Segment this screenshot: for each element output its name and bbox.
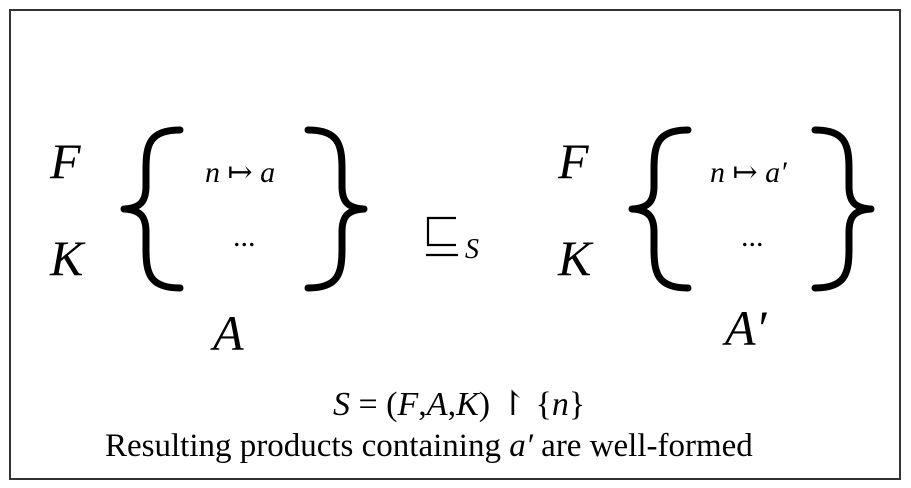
right-entry-arrow: ↦	[732, 156, 758, 189]
caption: Resulting products containing a′ are wel…	[105, 430, 753, 463]
formula-f: F	[397, 386, 419, 423]
formula-n: n	[551, 386, 569, 423]
left-entry-arrow: ↦	[227, 156, 253, 189]
square-subseteq-icon	[426, 216, 458, 257]
formula-end: }	[568, 386, 586, 423]
restriction-formula: S = (F,A,K) ↾ {n}	[333, 388, 585, 422]
right-row-label-k: K	[558, 230, 592, 286]
relation-subscript: S	[465, 234, 479, 265]
formula-eq: = (	[350, 386, 398, 423]
formula-comma-1: ,	[418, 386, 427, 423]
formula-s: S	[333, 386, 350, 423]
left-row-label-k: K	[50, 230, 84, 286]
left-close-brace	[304, 126, 368, 292]
left-entry: n ↦ a	[205, 158, 275, 188]
right-name: A′	[725, 300, 767, 356]
caption-before: Resulting products containing	[105, 428, 510, 464]
right-row-label-f: F	[558, 133, 589, 189]
formula-close: )	[478, 386, 491, 423]
left-row-label-f: F	[50, 133, 81, 189]
left-entry-val: a	[260, 156, 276, 189]
caption-after: are well-formed	[532, 428, 753, 464]
right-open-brace	[628, 126, 692, 292]
right-entry-val: a′	[765, 156, 787, 189]
formula-k: K	[456, 386, 479, 423]
formula-restrict: ↾ {	[490, 386, 552, 423]
right-ellipsis: ...	[741, 220, 764, 253]
diagram-frame	[9, 9, 901, 480]
formula-comma-2: ,	[447, 386, 457, 423]
formula-a: A	[426, 386, 448, 423]
left-open-brace	[120, 126, 184, 292]
left-ellipsis: ...	[233, 220, 256, 253]
right-entry: n ↦ a′	[710, 158, 787, 188]
caption-var: a′	[509, 428, 533, 464]
right-close-brace	[811, 126, 875, 292]
right-entry-var: n	[710, 156, 725, 189]
left-entry-var: n	[205, 156, 220, 189]
left-name: A	[213, 305, 244, 361]
